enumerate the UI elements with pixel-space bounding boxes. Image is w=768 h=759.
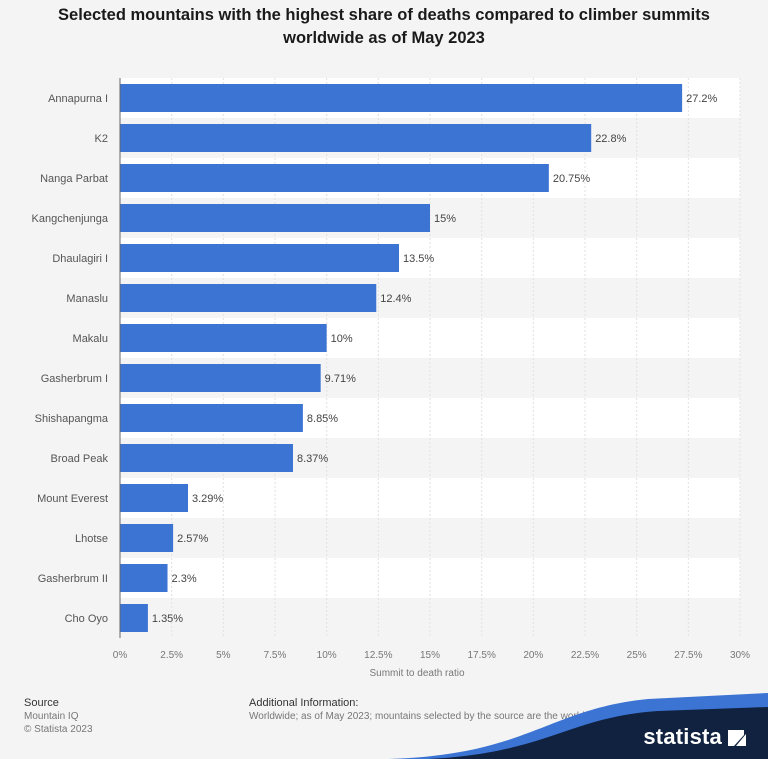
- category-label: Cho Oyo: [65, 613, 108, 625]
- category-label: Shishapangma: [35, 413, 109, 425]
- data-label: 27.2%: [686, 93, 717, 105]
- data-label: 3.29%: [192, 493, 223, 505]
- data-label: 10%: [331, 333, 353, 345]
- statista-logo[interactable]: statista: [348, 689, 768, 759]
- data-label: 12.4%: [380, 293, 411, 305]
- data-label: 8.37%: [297, 453, 328, 465]
- bar[interactable]: [120, 204, 430, 232]
- x-tick-label: 0%: [113, 650, 128, 661]
- chart-title: Selected mountains with the highest shar…: [0, 4, 768, 50]
- x-tick-label: 20%: [523, 650, 543, 661]
- bar[interactable]: [120, 484, 188, 512]
- category-label: Manaslu: [66, 293, 108, 305]
- additional-info-heading: Additional Information:: [249, 697, 359, 709]
- category-label: K2: [95, 133, 108, 145]
- category-label: Gasherbrum I: [41, 373, 108, 385]
- x-tick-label: 22.5%: [571, 650, 599, 661]
- bar[interactable]: [120, 444, 293, 472]
- bar[interactable]: [120, 284, 377, 312]
- x-tick-label: 17.5%: [467, 650, 495, 661]
- x-tick-label: 15%: [420, 650, 440, 661]
- x-tick-label: 2.5%: [160, 650, 183, 661]
- x-tick-label: 27.5%: [674, 650, 702, 661]
- source-name[interactable]: Mountain IQ: [24, 711, 79, 722]
- x-axis-title: Summit to death ratio: [369, 668, 464, 679]
- x-tick-label: 25%: [627, 650, 647, 661]
- x-tick-label: 7.5%: [264, 650, 287, 661]
- category-label: Makalu: [73, 333, 108, 345]
- bar[interactable]: [120, 604, 148, 632]
- copyright: © Statista 2023: [24, 724, 93, 735]
- bar[interactable]: [120, 364, 321, 392]
- data-label: 9.71%: [325, 373, 356, 385]
- category-label: Gasherbrum II: [38, 573, 108, 585]
- title-line-2: worldwide as of May 2023: [283, 29, 485, 47]
- x-tick-label: 5%: [216, 650, 231, 661]
- data-label: 15%: [434, 213, 456, 225]
- bar[interactable]: [120, 124, 592, 152]
- category-label: Lhotse: [75, 533, 108, 545]
- bar[interactable]: [120, 324, 327, 352]
- category-label: Dhaulagiri I: [52, 253, 108, 265]
- bar[interactable]: [120, 404, 303, 432]
- data-label: 1.35%: [152, 613, 183, 625]
- bar[interactable]: [120, 524, 174, 552]
- bar-chart: 0% 2.5% 5% 7.5% 10% 12.5% 15% 17.5% 20% 22.5% 25% 2…: [32, 78, 750, 679]
- bar[interactable]: [120, 84, 683, 112]
- source-heading: Source: [24, 697, 59, 709]
- category-label: Annapurna I: [48, 93, 108, 105]
- category-label: Nanga Parbat: [40, 173, 108, 185]
- data-label: 22.8%: [595, 133, 626, 145]
- x-tick-label: 30%: [730, 650, 750, 661]
- additional-info-text: Worldwide; as of May 2023; mountains sel…: [249, 711, 663, 722]
- bar[interactable]: [120, 164, 549, 192]
- x-tick-label: 10%: [317, 650, 337, 661]
- bar[interactable]: [120, 244, 399, 272]
- data-label: 8.85%: [307, 413, 338, 425]
- bar[interactable]: [120, 564, 168, 592]
- title-line-1: Selected mountains with the highest shar…: [58, 6, 710, 24]
- data-label: 2.57%: [177, 533, 208, 545]
- statista-logo-text: statista: [643, 724, 722, 749]
- category-label: Mount Everest: [37, 493, 108, 505]
- data-label: 2.3%: [172, 573, 197, 585]
- category-label: Kangchenjunga: [32, 213, 109, 225]
- category-label: Broad Peak: [51, 453, 109, 465]
- x-tick-label: 12.5%: [364, 650, 392, 661]
- statista-mark-icon: [728, 730, 746, 746]
- data-label: 20.75%: [553, 173, 591, 185]
- data-label: 13.5%: [403, 253, 434, 265]
